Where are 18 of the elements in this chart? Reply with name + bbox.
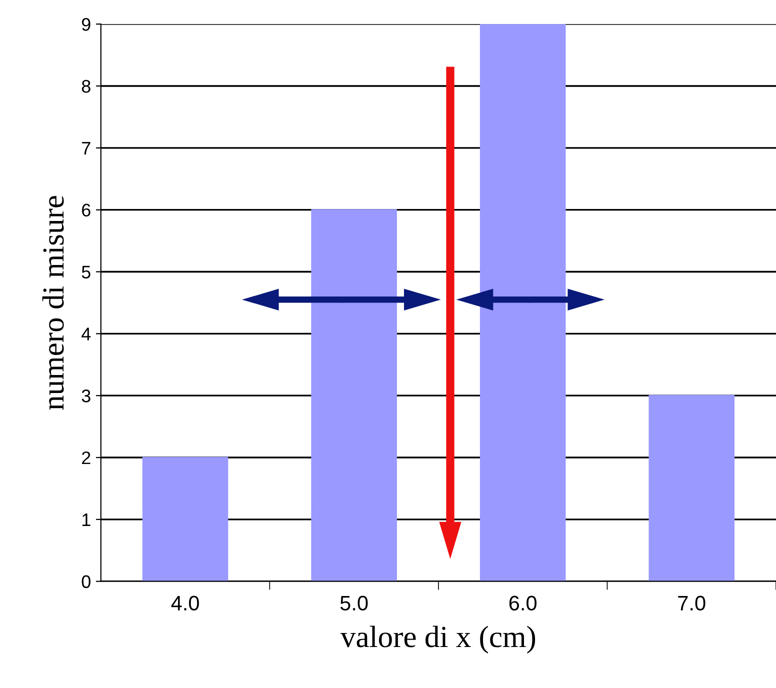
- bar: [142, 456, 228, 582]
- x-tick-label: 4.0: [171, 596, 199, 611]
- y-tick-label: 3: [82, 390, 90, 402]
- y-tick-label: 5: [82, 266, 90, 278]
- x-tick-label: 7.0: [678, 596, 706, 611]
- y-tick-label: 8: [82, 80, 90, 93]
- y-tick-label: 0: [82, 575, 90, 588]
- y-tick-label: 9: [82, 18, 90, 31]
- y-tick-label: 7: [82, 142, 90, 154]
- y-tick-label: 6: [82, 204, 90, 217]
- x-tick-label: 6.0: [509, 596, 536, 611]
- y-tick-label: 2: [82, 451, 90, 464]
- y-axis-title: numero di misure: [42, 196, 64, 410]
- bar: [648, 394, 734, 582]
- x-axis-title: valore di x (cm): [340, 626, 536, 654]
- y-tick-label: 1: [82, 514, 90, 526]
- y-tick-label: 4: [82, 328, 91, 340]
- x-tick-label: 5.0: [340, 596, 368, 611]
